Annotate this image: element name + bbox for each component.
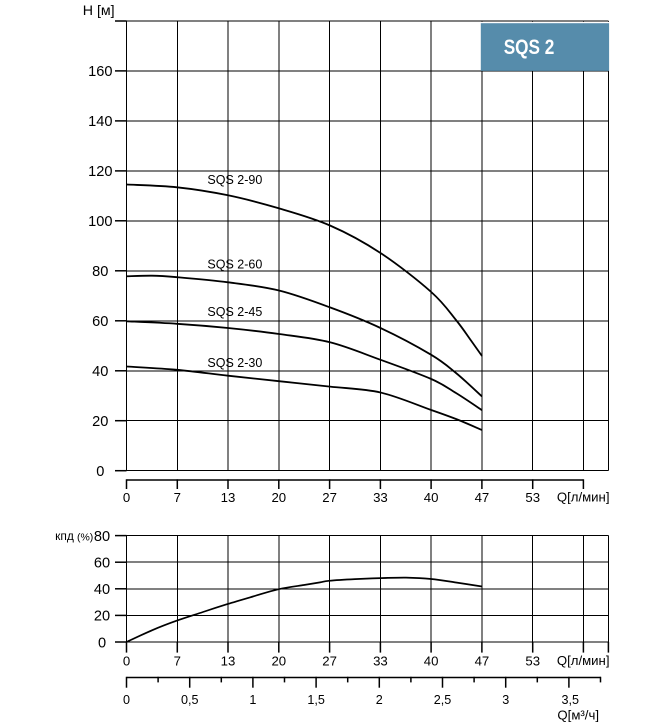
svg-text:60: 60	[94, 556, 110, 572]
svg-text:40: 40	[94, 582, 110, 598]
svg-text:27: 27	[322, 653, 337, 668]
svg-text:47: 47	[475, 490, 490, 505]
svg-text:60: 60	[92, 314, 108, 330]
svg-text:80: 80	[92, 264, 108, 280]
svg-text:33: 33	[373, 490, 388, 505]
svg-text:(%): (%)	[77, 531, 93, 543]
svg-text:20: 20	[271, 490, 286, 505]
svg-text:SQS 2-90: SQS 2-90	[207, 173, 262, 187]
svg-text:120: 120	[88, 164, 112, 180]
svg-text:0: 0	[123, 693, 130, 707]
svg-text:1,5: 1,5	[307, 693, 325, 707]
svg-text:2: 2	[376, 693, 383, 707]
svg-text:7: 7	[174, 653, 181, 668]
svg-text:100: 100	[88, 214, 112, 230]
svg-text:SQS 2-45: SQS 2-45	[207, 305, 262, 319]
svg-text:0: 0	[98, 635, 106, 651]
svg-text:SQS 2-30: SQS 2-30	[207, 356, 262, 370]
svg-text:0: 0	[123, 490, 130, 505]
svg-text:H [м]: H [м]	[83, 3, 115, 19]
svg-text:140: 140	[88, 114, 112, 130]
svg-text:3: 3	[502, 693, 509, 707]
svg-text:13: 13	[221, 653, 236, 668]
svg-text:20: 20	[94, 609, 110, 625]
svg-text:20: 20	[92, 414, 108, 430]
svg-text:80: 80	[94, 529, 110, 545]
svg-text:27: 27	[322, 490, 337, 505]
svg-text:53: 53	[525, 653, 540, 668]
svg-text:1: 1	[249, 693, 256, 707]
svg-text:160: 160	[88, 64, 112, 80]
svg-text:40: 40	[424, 490, 439, 505]
svg-text:Q[м³/ч]: Q[м³/ч]	[557, 707, 599, 722]
svg-text:0,5: 0,5	[181, 693, 199, 707]
svg-text:Q[л/мин]: Q[л/мин]	[557, 653, 610, 668]
svg-text:7: 7	[174, 490, 181, 505]
svg-text:2,5: 2,5	[434, 693, 452, 707]
svg-text:40: 40	[92, 364, 108, 380]
svg-text:SQS 2: SQS 2	[504, 35, 555, 59]
svg-text:33: 33	[373, 653, 388, 668]
svg-text:20: 20	[271, 653, 286, 668]
svg-text:40: 40	[424, 653, 439, 668]
svg-text:3,5: 3,5	[561, 693, 579, 707]
svg-text:13: 13	[221, 490, 236, 505]
svg-text:Q[л/мин]: Q[л/мин]	[557, 490, 610, 505]
svg-text:кпд: кпд	[55, 529, 74, 543]
svg-text:0: 0	[123, 653, 130, 668]
svg-text:0: 0	[96, 464, 104, 480]
svg-text:47: 47	[475, 653, 490, 668]
svg-text:53: 53	[525, 490, 540, 505]
svg-text:SQS 2-60: SQS 2-60	[207, 258, 262, 272]
